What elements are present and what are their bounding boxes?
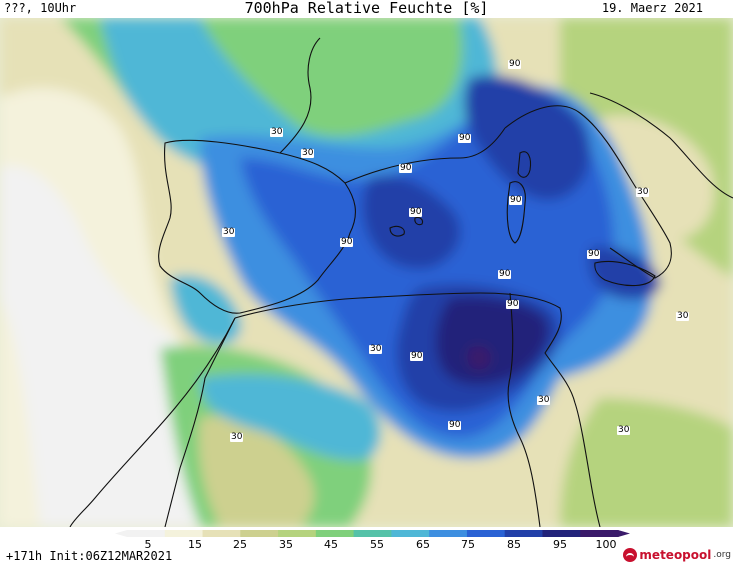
legend-min-arrow — [115, 530, 127, 537]
coast-sardinia — [506, 181, 526, 244]
legend-tick-label: 55 — [370, 538, 384, 551]
contour-label: 90 — [506, 299, 520, 309]
coast-iberia — [158, 139, 356, 314]
cyan-zone-west — [170, 275, 241, 345]
coast-balearic — [389, 216, 424, 237]
contour-label: 90 — [340, 237, 354, 247]
green-zone-southeast — [560, 398, 733, 527]
contour-label: 90 — [458, 133, 472, 143]
contour-label: 90 — [587, 249, 601, 259]
legend-tick-label: 100 — [595, 538, 617, 551]
coast-sicily — [594, 260, 656, 287]
meteopool-logo: meteopool .org — [623, 546, 731, 564]
coast-africa — [234, 292, 601, 527]
border-morocco-algeria — [164, 317, 236, 527]
very-dry-zone-west — [0, 166, 219, 527]
legend-color-swatch — [127, 530, 166, 537]
legend-tick-label: 25 — [233, 538, 247, 551]
map-header: ???, 10Uhr 700hPa Relative Feuchte [%] 1… — [0, 0, 733, 18]
legend-color-swatch — [240, 530, 279, 537]
contour-label: 90 — [498, 269, 512, 279]
contour-label: 90 — [448, 420, 462, 430]
logo-suffix: .org — [713, 550, 731, 560]
coast-morocco-atlantic — [69, 317, 236, 527]
logo-text: meteopool — [639, 548, 712, 562]
legend-tick-label: 65 — [416, 538, 430, 551]
legend-color-swatch — [429, 530, 468, 537]
border-algeria-tunisia — [507, 292, 541, 527]
legend-color-swatch — [278, 530, 317, 537]
contour-label: 90 — [399, 163, 413, 173]
contour-label: 30 — [230, 432, 244, 442]
legend-color-swatch — [202, 530, 241, 537]
olive-zone-south — [198, 416, 315, 527]
legend-color-swatch — [542, 530, 581, 537]
legend-color-swatch — [353, 530, 392, 537]
legend-panel: 5 15 25 35 45 55 65 75 85 95 100 +171h Init:06Z12M… — [0, 527, 733, 566]
legend-tick-label: 15 — [188, 538, 202, 551]
coast-france — [279, 37, 506, 184]
meteopool-logo-icon — [623, 548, 638, 562]
contour-label: 30 — [270, 127, 284, 137]
coast-italy — [504, 105, 672, 279]
dark-blue-zone-east — [464, 75, 591, 200]
legend-tick-label: 95 — [553, 538, 567, 551]
forecast-time-label: ???, 10Uhr — [4, 1, 77, 15]
contour-label: 30 — [676, 311, 690, 321]
legend-tick-label: 45 — [324, 538, 338, 551]
purple-core-africa — [467, 346, 492, 370]
legend-color-swatch — [466, 530, 506, 537]
map-title: 700hPa Relative Feuchte [%] — [244, 0, 489, 17]
cyan-band-south — [200, 374, 381, 461]
legend-tick-label: 5 — [144, 538, 152, 551]
humidity-map: 90 30 30 90 90 90 90 90 30 90 90 30 30 90 30 90 30 30 30 90 — [0, 18, 733, 527]
color-scale-bar — [115, 530, 630, 537]
humidity-field-svg — [0, 18, 733, 527]
contour-label: 30 — [636, 187, 650, 197]
contour-label: 90 — [409, 207, 423, 217]
contour-label: 30 — [222, 227, 236, 237]
legend-color-swatch — [391, 530, 430, 537]
contour-label: 30 — [301, 148, 315, 158]
contour-label: 90 — [508, 59, 522, 69]
contour-label: 30 — [537, 395, 551, 405]
contour-label: 30 — [369, 344, 383, 354]
legend-color-swatch — [164, 530, 204, 537]
coastline-layer — [69, 37, 733, 527]
legend-tick-label: 75 — [461, 538, 475, 551]
legend-tick-label: 35 — [279, 538, 293, 551]
humidity-fill-layer — [0, 18, 733, 527]
contour-label: 30 — [617, 425, 631, 435]
legend-tick-label: 85 — [507, 538, 521, 551]
legend-color-swatch — [315, 530, 355, 537]
legend-color-swatch — [504, 530, 544, 537]
coast-corsica — [517, 151, 532, 178]
coast-adriatic — [589, 92, 733, 199]
dark-blue-zone-sicily — [589, 247, 661, 300]
contour-label: 90 — [410, 351, 424, 361]
contour-label: 90 — [509, 195, 523, 205]
navy-core-africa — [435, 296, 549, 385]
init-time-label: +171h Init:06Z12MAR2021 — [6, 549, 173, 563]
legend-max-arrow — [618, 530, 630, 537]
legend-color-swatch — [580, 530, 619, 537]
forecast-date: 19. Maerz 2021 — [601, 1, 703, 15]
dark-blue-zone-spain — [362, 175, 461, 269]
